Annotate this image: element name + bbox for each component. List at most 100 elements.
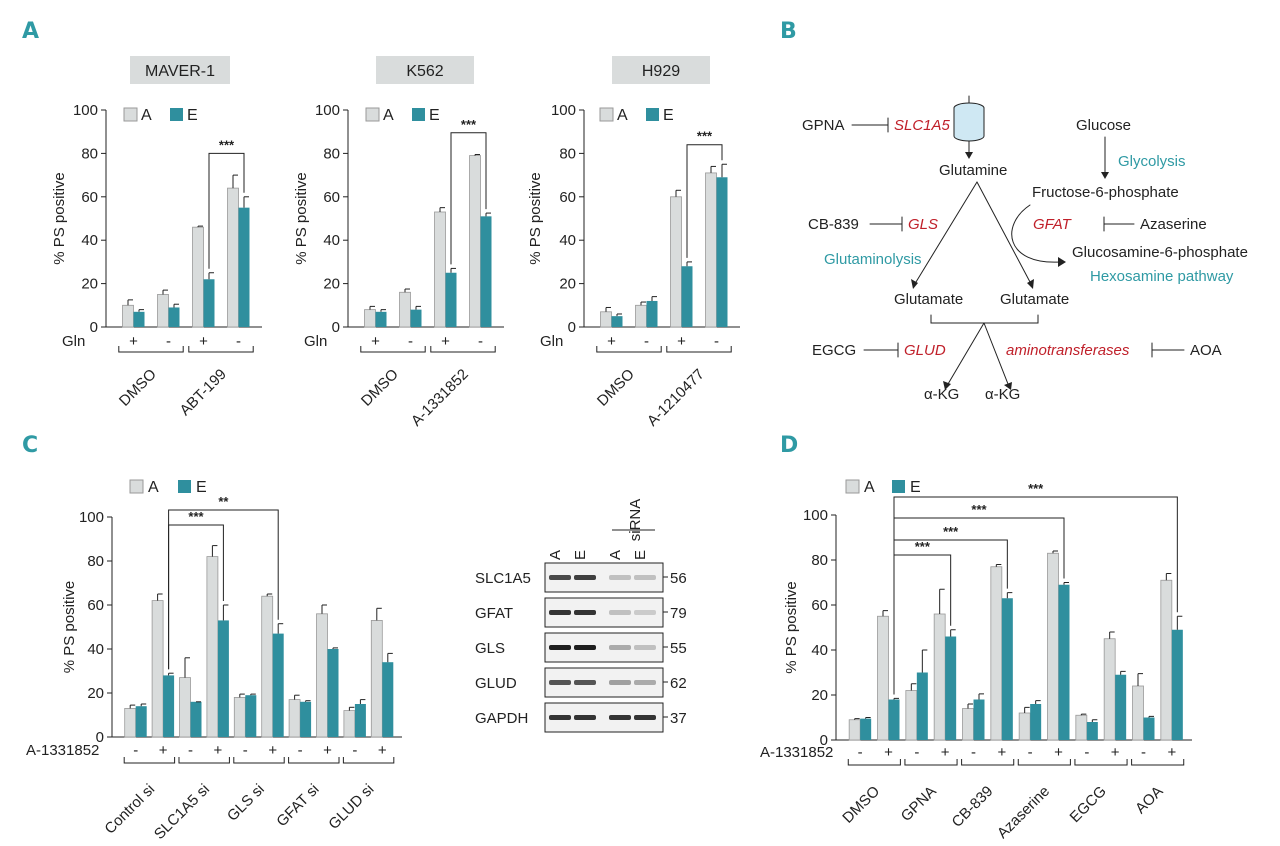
bar-e <box>1086 722 1098 740</box>
group-bracket <box>188 346 254 353</box>
condition-label: + <box>268 742 277 759</box>
arrowhead <box>1027 279 1034 289</box>
blot-protein-label: GFAT <box>475 605 513 622</box>
significance-label: *** <box>1028 481 1044 496</box>
label-gfat: GFAT <box>1033 216 1073 233</box>
bar-e <box>716 177 728 327</box>
y-tick-label: 100 <box>803 507 828 524</box>
bar-e <box>272 633 284 737</box>
legend-label-a: A <box>383 107 394 124</box>
bar-a <box>124 708 137 738</box>
condition-label: + <box>1111 744 1120 761</box>
group-bracket <box>178 757 230 764</box>
y-tick-label: 60 <box>559 189 576 206</box>
label-azaserine: Azaserine <box>1140 216 1207 233</box>
group-label: DMSO <box>839 783 883 827</box>
bar-e <box>327 649 339 737</box>
y-tick-label: 0 <box>820 732 828 749</box>
group-label: GPNA <box>898 783 940 825</box>
group-bracket <box>847 759 901 766</box>
panel-letter-b: B <box>780 19 797 44</box>
blot-band <box>609 645 631 650</box>
transporter-body <box>953 107 985 142</box>
condition-label: + <box>997 744 1006 761</box>
bar-a <box>157 294 169 328</box>
bar-e <box>1143 717 1155 740</box>
y-tick-label: 80 <box>811 552 828 569</box>
legend-swatch-a <box>123 107 138 122</box>
bar-e <box>945 636 957 740</box>
blot-protein-label: GAPDH <box>475 710 528 727</box>
label-slc1a5: SLC1A5 <box>894 117 951 134</box>
group-label: A-1210477 <box>644 366 708 430</box>
bar-e <box>611 316 623 327</box>
condition-label: - <box>236 333 241 350</box>
condition-label: - <box>644 333 649 350</box>
condition-label: + <box>159 742 168 759</box>
group-label: EGCG <box>1067 783 1110 826</box>
blot-band <box>574 680 596 685</box>
group-bracket <box>1017 759 1071 766</box>
label-aminotransferases: aminotransferases <box>1006 342 1130 359</box>
bar-e <box>382 662 394 737</box>
group-label: Azaserine <box>994 783 1053 842</box>
title-box-k562 <box>376 56 474 84</box>
y-tick-label: 40 <box>559 232 576 249</box>
bar-a <box>233 697 246 738</box>
significance-label: *** <box>188 509 204 524</box>
label-glycolysis: Glycolysis <box>1118 153 1186 170</box>
bar-e <box>973 699 985 740</box>
group-bracket <box>342 757 395 764</box>
blot-protein-label: SLC1A5 <box>475 570 531 587</box>
bar-a <box>288 699 301 738</box>
bar-a <box>905 690 918 741</box>
panel-letter-d: D <box>780 433 798 458</box>
bar-e <box>480 216 492 327</box>
bar-e <box>217 620 229 737</box>
condition-label: - <box>1084 744 1089 761</box>
legend-a2: A E <box>365 107 440 124</box>
condition-label: - <box>408 333 413 350</box>
panel-letter-c: C <box>22 433 38 458</box>
bar-e <box>646 300 658 327</box>
y-axis-label: % PS positive <box>783 581 800 674</box>
legend-swatch-e <box>646 108 659 121</box>
label-glutaminolysis: Glutaminolysis <box>824 251 922 268</box>
bar-a <box>1103 638 1116 741</box>
bar-a <box>227 187 239 328</box>
legend-swatch-a <box>599 107 614 122</box>
bar-a <box>399 291 411 328</box>
label-glutamine: Glutamine <box>939 162 1007 179</box>
group-bracket <box>596 346 662 353</box>
bar-e <box>916 672 928 740</box>
label-glucose: Glucose <box>1076 117 1131 134</box>
label-f6p: Fructose-6-phosphate <box>1032 184 1179 201</box>
bar-a <box>1075 714 1088 741</box>
group-label: GLUD si <box>325 781 377 833</box>
gfat-curve-arrow <box>1011 204 1061 263</box>
condition-label: - <box>243 742 248 759</box>
bar-a <box>261 595 274 738</box>
group-label: GFAT si <box>273 781 322 830</box>
bar-e <box>1115 674 1127 740</box>
arrow-to-glutamate-left <box>915 181 978 283</box>
significance-bracket <box>208 152 245 269</box>
condition-label: + <box>1167 744 1176 761</box>
gln-label: Gln <box>540 333 563 350</box>
legend-d: A E <box>845 479 921 496</box>
y-tick-label: 80 <box>559 145 576 162</box>
y-tick-label: 20 <box>81 276 98 293</box>
gln-label: Gln <box>62 333 85 350</box>
blot-kda-label: 55 <box>670 640 687 657</box>
condition-label: - <box>166 333 171 350</box>
group-bracket <box>430 346 496 353</box>
bar-a <box>1018 712 1031 741</box>
arrowhead <box>1101 172 1109 179</box>
blot-band <box>549 715 571 720</box>
y-tick-label: 20 <box>323 276 340 293</box>
legend-swatch-e <box>892 480 905 493</box>
y-tick-label: 60 <box>87 597 104 614</box>
significance-label: *** <box>697 129 713 144</box>
